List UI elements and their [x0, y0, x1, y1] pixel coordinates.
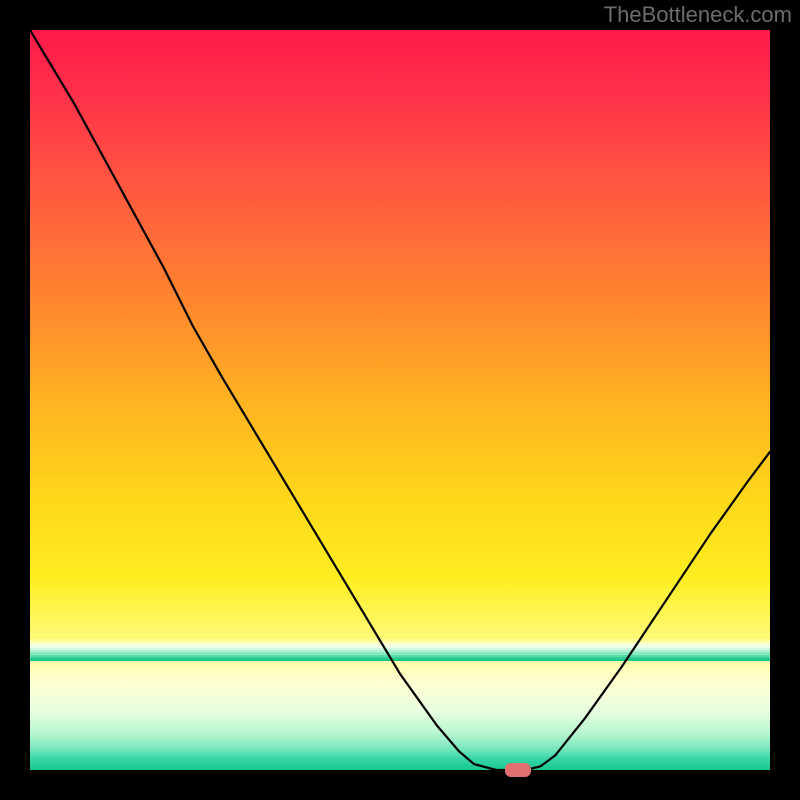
plot-inner [30, 30, 770, 770]
curve-overlay [30, 30, 770, 770]
watermark-text: TheBottleneck.com [604, 2, 792, 28]
bottleneck-curve [30, 30, 770, 770]
optimal-marker [505, 763, 531, 776]
plot-area [30, 30, 770, 770]
chart-container: TheBottleneck.com [0, 0, 800, 800]
